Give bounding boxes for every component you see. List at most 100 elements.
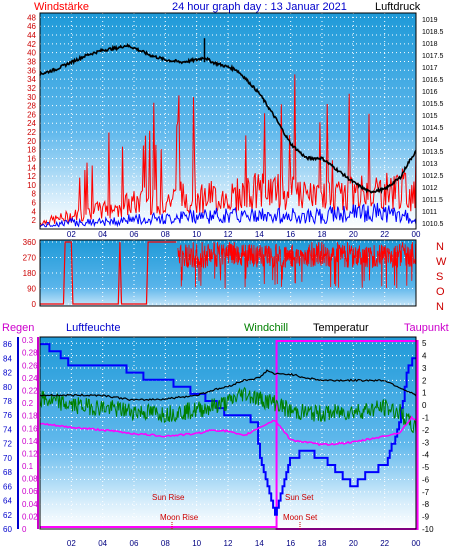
- y-tick-label-rain: 0.02: [22, 512, 38, 521]
- y-tick-label-temp: 0: [422, 401, 427, 410]
- y-tick-label-humidity: 84: [3, 354, 12, 363]
- y-tick-label-humidity: 78: [3, 397, 12, 406]
- direction-series: [177, 241, 417, 289]
- y-tick-label-rain: 0.1: [22, 462, 34, 471]
- grid-3: [40, 337, 417, 530]
- y-tick-label-wind: 26: [27, 110, 36, 119]
- y-tick-label-direction: 90: [27, 285, 36, 294]
- series-layer-2: [40, 241, 417, 305]
- y-tick-label-humidity: 86: [3, 340, 12, 349]
- y-tick-label-rain: 0.26: [22, 361, 38, 370]
- header-left: Windstärke: [34, 1, 89, 13]
- x-tick-label: 10: [192, 230, 201, 239]
- x-tick-label: 18: [318, 539, 327, 548]
- y-tick-label-pressure: 1016.5: [422, 77, 444, 84]
- x-tick-label: 06: [130, 230, 139, 239]
- y-tick-label-wind: 38: [27, 57, 36, 66]
- y-tick-label-humidity: 74: [3, 425, 12, 434]
- x-tick-label: 04: [98, 539, 107, 548]
- y-tick-label-humidity: 80: [3, 383, 12, 392]
- y-tick-label-humidity: 76: [3, 411, 12, 420]
- temperature-series: [39, 369, 417, 402]
- x-tick-label: 02: [67, 230, 76, 239]
- y-tick-label-temp: -6: [422, 475, 430, 484]
- y-tick-label-wind: 34: [27, 75, 36, 84]
- y-tick-label-temp: -10: [422, 525, 434, 534]
- x-tick-label: 20: [349, 539, 358, 548]
- y-tick-label-pressure: 1013.5: [422, 149, 444, 156]
- x-tick-label: 00: [412, 230, 421, 239]
- y-tick-label-temp: -4: [422, 451, 430, 460]
- y-tick-label-wind: 4: [32, 207, 37, 216]
- legend-regen: Regen: [2, 322, 34, 334]
- pressure-series: [39, 42, 417, 195]
- y-tick-label-rain: 0.08: [22, 475, 38, 484]
- series-layer-3: [39, 340, 419, 530]
- x-tick-label: 20: [349, 230, 358, 239]
- y-tick-label-rain: 0.12: [22, 449, 38, 458]
- y-tick-label-rain: 0.24: [22, 374, 38, 383]
- legend-luftfeuchte: Luftfeuchte: [66, 322, 120, 334]
- grid-2: [40, 240, 417, 306]
- y-tick-label-temp: -5: [422, 463, 430, 472]
- header-center: 24 hour graph day : 13 Januar 2021: [172, 1, 347, 13]
- x-tick-label: 22: [380, 539, 389, 548]
- y-tick-label-pressure: 1014.5: [422, 125, 444, 132]
- x-tick-label: 04: [98, 230, 107, 239]
- y-tick-label-temp: -8: [422, 500, 430, 509]
- legend-temperatur: Temperatur: [313, 322, 369, 334]
- y-tick-label-wind: 6: [32, 199, 37, 208]
- y-tick-label-wind: 32: [27, 84, 36, 93]
- y-tick-label-pressure: 1010.5: [422, 221, 444, 228]
- y-tick-label-temp: 3: [422, 364, 427, 373]
- x-tick-label: 08: [161, 539, 170, 548]
- y-tick-label-rain: 0.22: [22, 387, 38, 396]
- y-tick-label-pressure: 1019: [422, 17, 438, 24]
- y-tick-label-wind: 24: [27, 119, 36, 128]
- y-tick-label-direction: 180: [23, 269, 37, 278]
- y-tick-label-temp: 5: [422, 339, 427, 348]
- x-tick-label: 12: [224, 230, 233, 239]
- y-tick-label-wind: 8: [32, 190, 37, 199]
- dewpoint-series: [39, 415, 417, 447]
- y-tick-label-humidity: 68: [3, 468, 12, 477]
- direction-letter: S: [436, 271, 443, 283]
- x-tick-label: 10: [192, 539, 201, 548]
- y-tick-label-pressure: 1015.5: [422, 101, 444, 108]
- legend-taupunkt: Taupunkt: [404, 322, 449, 334]
- moon-rise-label: Moon Rise: [160, 513, 199, 522]
- y-tick-label-humidity: 82: [3, 369, 12, 378]
- y-tick-label-humidity: 64: [3, 497, 12, 506]
- y-tick-label-pressure: 1012: [422, 185, 438, 192]
- y-tick-label-rain: 0.14: [22, 437, 38, 446]
- y-tick-label-wind: 28: [27, 102, 36, 111]
- y-tick-label-humidity: 62: [3, 511, 12, 520]
- y-tick-label-rain: 0.16: [22, 424, 38, 433]
- y-tick-label-rain: 0.18: [22, 412, 38, 421]
- direction-letter: N: [436, 301, 444, 313]
- y-tick-label-wind: 30: [27, 93, 36, 102]
- x-tick-label: 00: [412, 539, 421, 548]
- x-tick-label: 22: [380, 230, 389, 239]
- x-tick-label: 18: [318, 230, 327, 239]
- y-tick-label-humidity: 72: [3, 440, 12, 449]
- y-tick-label-rain: 0.04: [22, 500, 38, 509]
- y-tick-label-pressure: 1012.5: [422, 173, 444, 180]
- y-tick-label-pressure: 1017: [422, 65, 438, 72]
- y-tick-label-wind: 36: [27, 66, 36, 75]
- y-tick-label-temp: 4: [422, 352, 427, 361]
- x-tick-label: 02: [67, 539, 76, 548]
- y-tick-label-wind: 22: [27, 128, 36, 137]
- y-tick-label-rain: 0.3: [22, 336, 34, 345]
- gust-series: [39, 202, 417, 229]
- y-tick-label-pressure: 1018.5: [422, 29, 444, 36]
- y-tick-label-wind: 16: [27, 154, 36, 163]
- x-tick-label: 14: [255, 230, 264, 239]
- y-tick-label-rain: 0.28: [22, 349, 38, 358]
- y-tick-label-wind: 10: [27, 181, 36, 190]
- x-tick-label: 14: [255, 539, 264, 548]
- x-tick-label: 12: [224, 539, 233, 548]
